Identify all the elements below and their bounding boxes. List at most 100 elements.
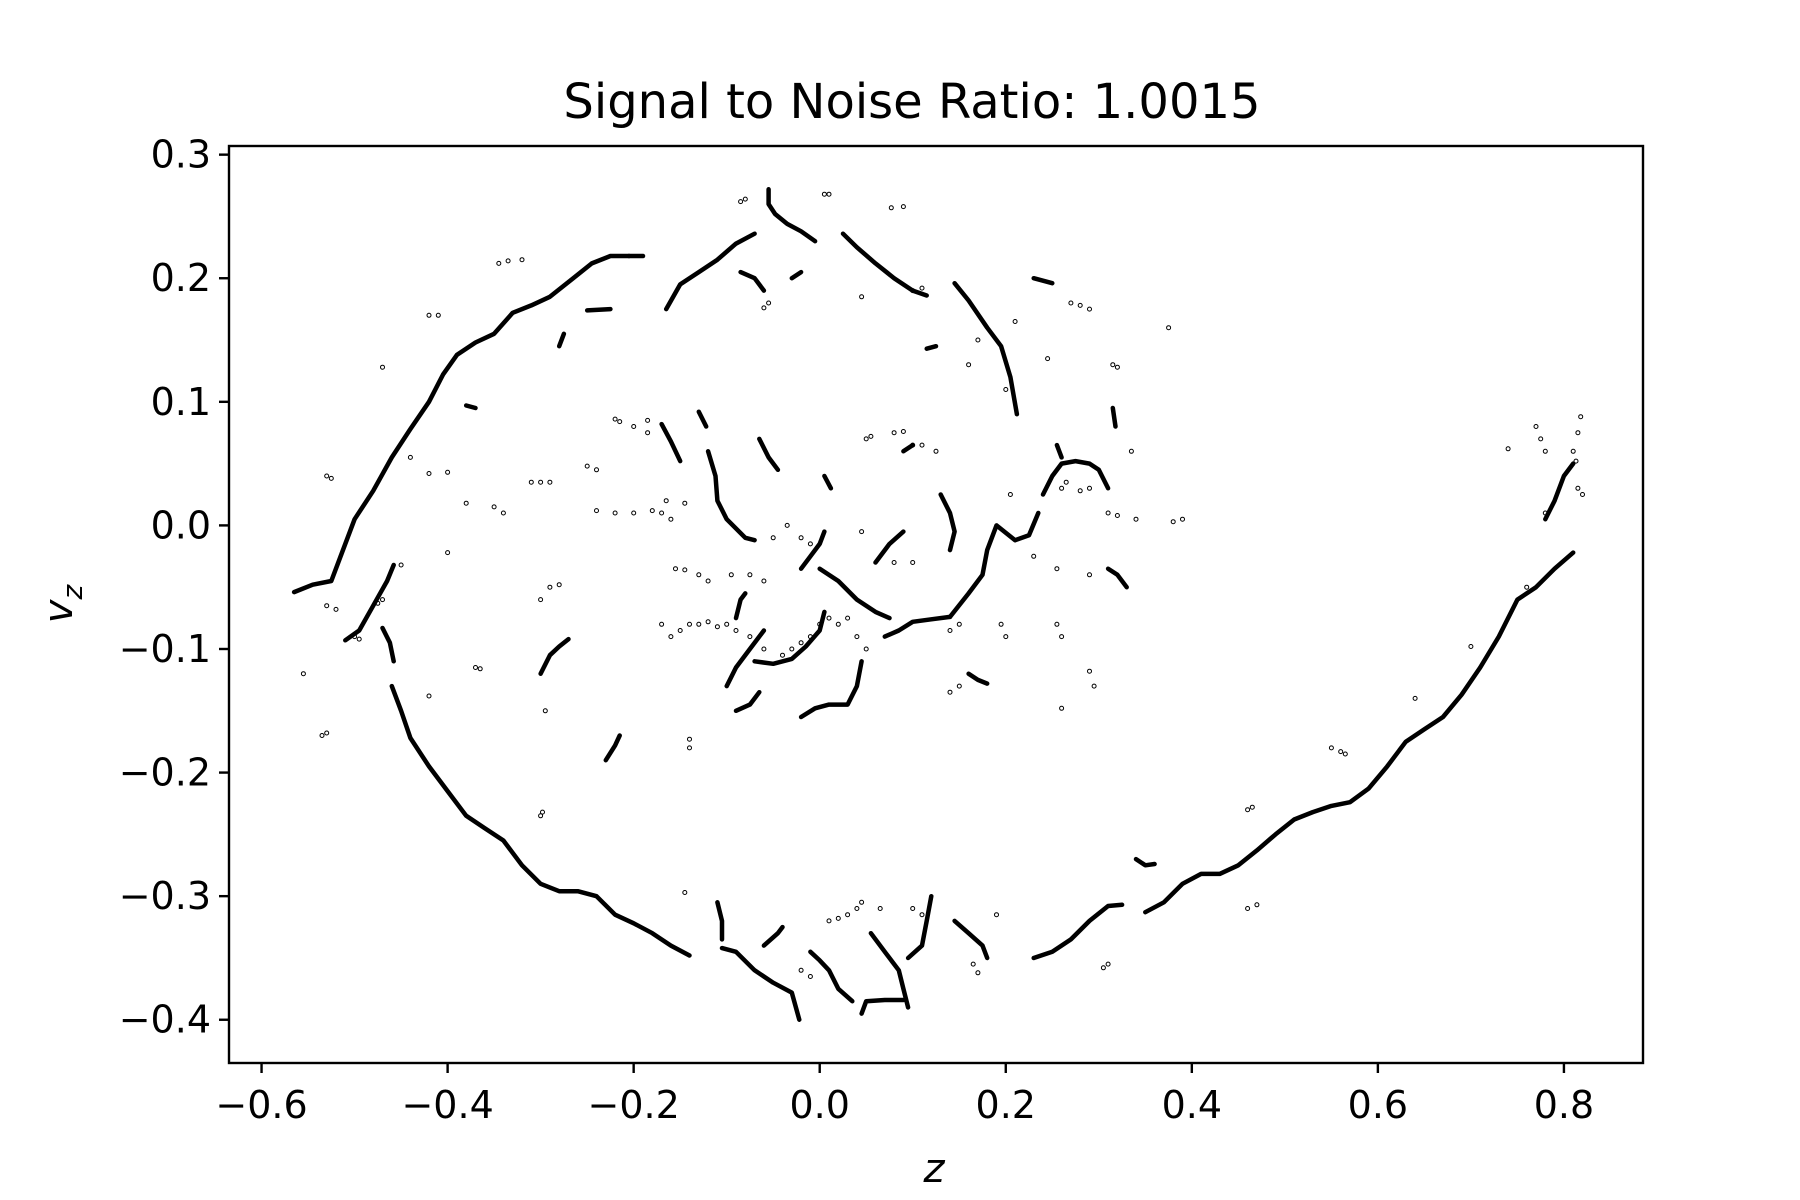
data-track-4: [840, 231, 929, 298]
data-point: [910, 442, 916, 448]
y-tick-label: −0.3: [119, 874, 211, 918]
data-track-10: [1031, 902, 1125, 961]
data-point: [761, 578, 767, 584]
data-track-30: [938, 492, 957, 553]
data-track-32: [1054, 442, 1064, 460]
data-point: [407, 454, 413, 460]
data-point: [1254, 902, 1260, 908]
data-point: [998, 621, 1004, 627]
data-point: [538, 479, 544, 485]
data-track-20: [705, 449, 757, 543]
data-point: [445, 550, 451, 556]
data-point: [696, 572, 702, 578]
data-point: [1128, 448, 1134, 454]
data-point: [617, 419, 623, 425]
data-track-25: [817, 566, 892, 621]
data-point: [900, 429, 906, 434]
plot-frame: [227, 144, 1645, 1065]
data-track-19: [696, 409, 709, 429]
data-track-43: [1133, 856, 1157, 868]
data-point: [807, 974, 813, 979]
data-point: [380, 364, 385, 370]
data-point: [854, 634, 860, 640]
y-axis-label-main: v: [36, 598, 82, 623]
data-point: [826, 615, 832, 621]
x-tick-label: 0.4: [1162, 1083, 1222, 1127]
data-point: [584, 463, 590, 469]
data-point: [1007, 492, 1013, 497]
data-point: [663, 498, 669, 504]
data-point: [1328, 745, 1334, 751]
data-point: [859, 294, 865, 300]
data-point: [821, 191, 827, 197]
data-track-3: [766, 187, 818, 244]
data-point: [491, 504, 497, 510]
data-point: [1091, 683, 1097, 689]
data-point: [668, 516, 674, 522]
y-axis-label-subscript: z: [56, 584, 89, 601]
data-track-50: [789, 269, 804, 281]
data-point: [1100, 965, 1106, 971]
data-point: [994, 912, 999, 918]
data-point: [747, 634, 753, 640]
data-point: [966, 362, 972, 368]
data-point: [556, 582, 562, 588]
data-point: [798, 640, 804, 646]
data-point: [426, 312, 432, 318]
data-point: [863, 646, 869, 652]
data-point: [919, 912, 925, 918]
data-point: [1575, 430, 1581, 436]
data-point: [900, 204, 906, 210]
data-point: [1570, 448, 1576, 454]
data-point: [742, 196, 748, 202]
data-point: [1338, 749, 1344, 755]
data-track-42: [603, 733, 622, 763]
data-point: [649, 508, 655, 514]
y-tick-label: −0.4: [119, 998, 211, 1042]
data-point: [1045, 356, 1051, 362]
x-axis-label: z: [923, 1146, 946, 1192]
data-point: [687, 621, 692, 627]
data-track-48: [859, 997, 906, 1016]
data-track-0: [291, 253, 632, 595]
data-point: [682, 567, 688, 573]
data-point: [1412, 695, 1418, 701]
data-point: [673, 566, 678, 572]
data-track-26: [873, 529, 906, 565]
data-point: [426, 693, 432, 699]
data-point: [677, 628, 683, 633]
data-track-6: [389, 683, 692, 958]
data-track-23: [822, 473, 834, 491]
y-tick-label: 0.2: [151, 256, 211, 300]
data-point: [1003, 634, 1009, 640]
data-point: [659, 621, 665, 627]
data-point: [891, 560, 897, 565]
data-point: [888, 205, 894, 211]
data-track-51: [1031, 275, 1055, 286]
chart-title: Signal to Noise Ratio: 1.0015: [563, 74, 1260, 130]
data-point: [1077, 302, 1083, 308]
data-point: [463, 500, 469, 506]
data-track-2: [663, 231, 757, 312]
data-point: [1468, 644, 1474, 649]
data-point: [1114, 513, 1120, 518]
data-point: [594, 508, 599, 514]
data-track-40: [966, 671, 990, 686]
data-point: [519, 257, 525, 263]
data-point: [1166, 325, 1172, 331]
data-point: [933, 448, 939, 454]
data-point: [705, 619, 711, 625]
data-point: [854, 906, 860, 911]
data-point: [1059, 634, 1065, 640]
data-point: [845, 615, 851, 621]
data-track-16: [556, 331, 567, 349]
data-point: [1245, 906, 1251, 911]
data-point: [807, 541, 813, 547]
data-point: [1542, 510, 1548, 516]
data-point: [891, 430, 897, 436]
data-point: [877, 906, 883, 911]
data-point: [328, 475, 334, 481]
data-track-14: [380, 625, 396, 664]
data-point: [798, 535, 804, 541]
data-point: [645, 430, 651, 436]
